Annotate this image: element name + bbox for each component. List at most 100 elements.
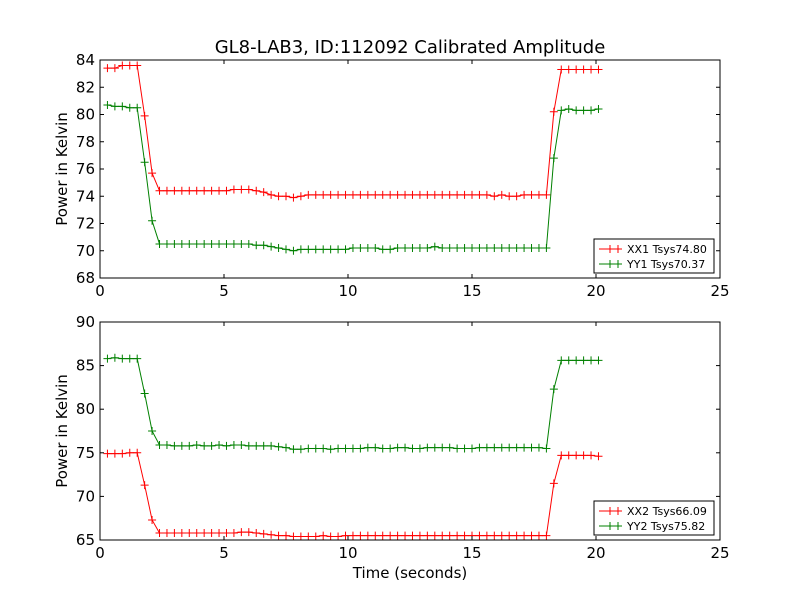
data-point: [490, 531, 499, 540]
data-point: [177, 239, 186, 248]
data-point: [401, 531, 410, 540]
legend-marker: [606, 507, 619, 515]
data-point: [542, 190, 551, 199]
data-point: [229, 185, 238, 194]
data-point: [326, 445, 335, 454]
data-point: [185, 441, 194, 450]
data-point: [393, 244, 402, 253]
y-tick-label: 80: [76, 106, 95, 124]
data-point: [274, 192, 283, 201]
data-point: [557, 451, 566, 460]
data-point: [155, 440, 164, 449]
data-point: [237, 528, 246, 537]
data-point: [348, 244, 357, 253]
x-tick-label: 25: [710, 544, 729, 562]
data-point: [200, 529, 209, 538]
data-point: [534, 443, 543, 452]
data-point: [512, 244, 521, 253]
data-point: [229, 440, 238, 449]
data-point: [125, 354, 134, 363]
series-xx1: [103, 61, 603, 202]
data-point: [587, 451, 596, 460]
data-point: [334, 444, 343, 453]
data-point: [289, 246, 298, 255]
data-point: [438, 244, 447, 253]
data-point: [296, 245, 305, 254]
data-point: [133, 103, 142, 112]
data-point: [274, 531, 283, 540]
y-axis-label: Power in Kelvin: [53, 112, 71, 226]
legend-marker: [606, 245, 619, 253]
data-point: [490, 443, 499, 452]
data-point: [192, 529, 201, 538]
data-point: [267, 190, 276, 199]
data-point: [527, 244, 536, 253]
data-point: [155, 529, 164, 538]
y-tick-label: 68: [76, 269, 95, 287]
data-point: [475, 244, 484, 253]
data-point: [319, 444, 328, 453]
data-point: [244, 441, 253, 450]
data-point: [133, 61, 142, 70]
data-point: [162, 440, 171, 449]
data-point: [527, 531, 536, 540]
data-point: [155, 186, 164, 195]
data-point: [259, 241, 268, 250]
data-point: [542, 444, 551, 453]
data-point: [125, 61, 134, 70]
data-point: [445, 443, 454, 452]
data-point: [415, 444, 424, 453]
data-point: [363, 190, 372, 199]
x-tick-label: 15: [462, 282, 481, 300]
data-point: [460, 531, 469, 540]
data-point: [326, 532, 335, 540]
data-point: [215, 239, 224, 248]
data-point: [267, 242, 276, 251]
data-point: [371, 190, 380, 199]
data-point: [237, 440, 246, 449]
data-point: [542, 531, 551, 540]
data-point: [237, 239, 246, 248]
data-point: [252, 529, 261, 538]
data-point: [572, 451, 581, 460]
data-point: [490, 192, 499, 201]
data-point: [356, 531, 365, 540]
data-point: [252, 241, 261, 250]
data-point: [371, 531, 380, 540]
data-point: [520, 443, 529, 452]
data-point: [482, 531, 491, 540]
data-point: [512, 531, 521, 540]
data-point: [192, 239, 201, 248]
data-point: [282, 192, 290, 201]
data-point: [542, 244, 551, 253]
data-point: [304, 532, 313, 540]
data-point: [207, 186, 216, 195]
data-point: [401, 190, 410, 199]
data-point: [468, 190, 476, 199]
data-point: [200, 186, 209, 195]
data-point: [371, 244, 380, 253]
data-point: [505, 531, 514, 540]
x-tick-label: 0: [95, 282, 105, 300]
data-point: [363, 443, 372, 452]
data-point: [148, 427, 157, 435]
data-point: [200, 441, 209, 450]
chart-title: GL8-LAB3, ID:112092 Calibrated Amplitude: [215, 37, 606, 58]
data-point: [348, 444, 357, 453]
x-tick-label: 0: [95, 544, 105, 562]
bottom-subplot: 0 5 10 15 20 25 65 70 75 80 85 90 Power in Kelvin XX2…: [53, 313, 730, 562]
data-point: [438, 531, 447, 540]
data-point: [445, 244, 454, 253]
x-tick-label: 10: [338, 282, 357, 300]
data-point: [587, 356, 596, 365]
data-point: [453, 444, 462, 453]
y-axis-label: Power in Kelvin: [53, 374, 71, 488]
data-point: [252, 441, 261, 450]
legend-label: XX1 Tsys74.80: [627, 243, 707, 256]
y-tick-label: 70: [76, 487, 95, 505]
legend-item: XX2 Tsys66.09: [599, 505, 707, 518]
data-point: [289, 445, 298, 454]
y-tick-label: 80: [76, 400, 95, 418]
data-point: [222, 186, 231, 195]
